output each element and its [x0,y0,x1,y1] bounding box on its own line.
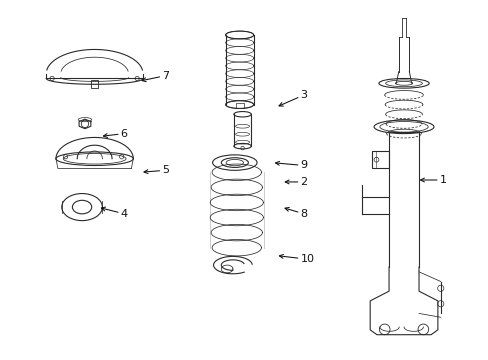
Text: 10: 10 [279,254,314,264]
Text: 8: 8 [285,207,307,219]
Text: 6: 6 [103,129,127,139]
Text: 5: 5 [143,165,169,175]
Text: 3: 3 [279,90,307,106]
Bar [235,103,243,108]
Text: 2: 2 [285,177,307,187]
Text: 4: 4 [101,207,127,219]
Bar [91,80,98,88]
Text: 1: 1 [420,175,446,185]
Bar [371,151,388,168]
Text: 7: 7 [142,71,169,82]
Text: 9: 9 [275,161,307,171]
